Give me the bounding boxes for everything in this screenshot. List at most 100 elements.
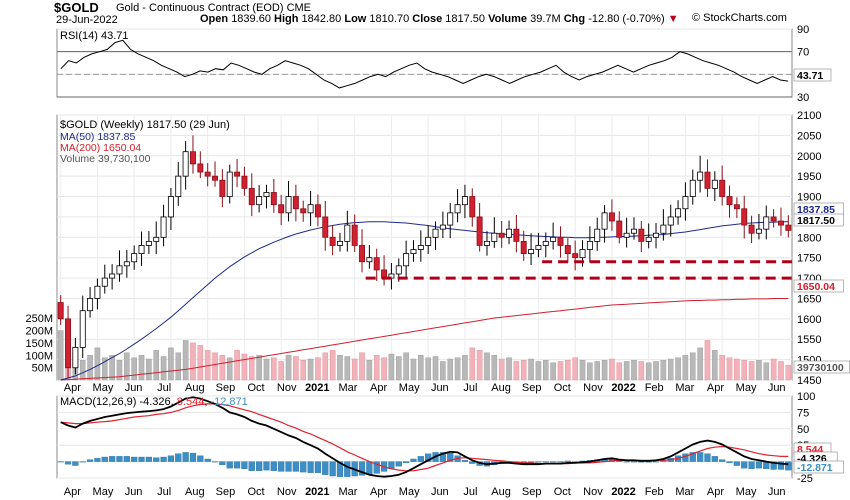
macd-histogram-bar xyxy=(167,455,175,462)
macd-histogram-bar xyxy=(307,461,314,473)
macd-tick-label: -25 xyxy=(797,473,813,485)
macd-histogram-bar xyxy=(123,456,130,462)
macd-histogram-bar xyxy=(542,461,549,463)
volume-bar xyxy=(631,360,637,381)
candle-body xyxy=(278,204,285,214)
macd-histogram-bar xyxy=(116,456,123,462)
volume-bar xyxy=(109,355,115,381)
volume-bar xyxy=(609,358,615,381)
high-value: 1842.80 xyxy=(301,13,342,25)
macd-histogram-bar xyxy=(86,459,94,462)
candle-body xyxy=(204,171,211,177)
macd-histogram-bar xyxy=(336,461,344,477)
volume-bar xyxy=(351,358,358,381)
ma200-last-label-box xyxy=(793,279,844,293)
candle-body xyxy=(234,171,241,177)
macd-histogram-bar xyxy=(550,461,557,463)
x-tick-label: Apr xyxy=(707,382,724,394)
price-tick-label: 1900 xyxy=(797,192,821,204)
price-panel xyxy=(56,114,793,381)
candle-body xyxy=(417,245,424,250)
ma50-legend: MA(50) 1837.85 xyxy=(60,131,135,143)
x-tick-label: Apr xyxy=(370,382,387,394)
volume-bar xyxy=(388,353,395,381)
candle-body xyxy=(770,216,777,222)
volume-bar xyxy=(396,356,402,381)
volume-bar xyxy=(219,355,226,381)
volume-bar xyxy=(271,357,277,381)
x-tick-label: Nov xyxy=(277,382,297,394)
price-tick-label: 1950 xyxy=(797,171,821,183)
candle-body xyxy=(190,151,196,165)
volume-tick-label: 200M xyxy=(25,326,53,338)
price-tick-label: 1750 xyxy=(797,253,821,265)
macd-tick-label: 100 xyxy=(797,391,815,403)
volume-bar xyxy=(116,360,123,381)
volume-bar xyxy=(300,360,306,381)
candle-body xyxy=(778,220,784,226)
macd-histogram-bar xyxy=(72,461,79,466)
candle-body xyxy=(733,204,740,210)
x-tick-label: Jun xyxy=(125,382,143,394)
volume-bar xyxy=(734,358,740,381)
candle-body xyxy=(726,196,733,206)
macd-histogram-bar xyxy=(248,461,255,471)
candle-body xyxy=(314,204,321,218)
volume-bar xyxy=(285,355,292,381)
macd-histogram-bar xyxy=(101,456,108,462)
candle-body xyxy=(153,236,160,242)
volume-bar xyxy=(337,355,343,381)
x-tick-label: Mar xyxy=(675,486,694,498)
volume-bar xyxy=(653,361,659,381)
macd-histogram-bar xyxy=(263,461,270,471)
x-tick-label: Mar xyxy=(675,382,694,394)
volume-tick-label: 250M xyxy=(25,313,53,325)
candle-body xyxy=(601,212,608,230)
volume-bar xyxy=(403,352,409,381)
macd-histogram-bar xyxy=(623,461,630,463)
candle-body xyxy=(329,236,336,246)
macd-histogram-bar xyxy=(292,461,299,472)
macd-histogram-bar xyxy=(145,456,152,462)
brand-link[interactable]: © StockCharts.com xyxy=(692,12,787,24)
candle-body xyxy=(653,232,659,238)
x-tick-label: Jul xyxy=(463,486,477,498)
macd-histogram-bar xyxy=(770,461,777,470)
quote-date: 29-Jun-2022 xyxy=(56,14,118,26)
open-label: Open xyxy=(200,13,229,25)
candle-body xyxy=(322,216,329,238)
volume-value: 39.7M xyxy=(530,13,561,25)
macd-histogram-bar xyxy=(461,460,469,462)
volume-bar xyxy=(557,361,564,381)
macd-histogram-bar xyxy=(741,461,748,469)
macd-histogram-bar xyxy=(711,456,718,462)
macd-histogram-bar xyxy=(358,461,366,476)
x-tick-label: Apr xyxy=(64,486,81,498)
volume-bar xyxy=(572,357,578,381)
volume-bar xyxy=(307,358,314,381)
macd-histogram-bar xyxy=(256,461,263,471)
candle-body xyxy=(586,240,593,250)
candle-body xyxy=(248,187,255,206)
macd-histogram-bar xyxy=(417,456,424,462)
high-label: High xyxy=(274,13,299,25)
x-tick-label: Nov xyxy=(583,486,603,498)
volume-bar xyxy=(160,356,167,381)
volume-bar xyxy=(146,358,152,381)
macd-histogram-bar xyxy=(138,456,145,462)
candle-body xyxy=(160,216,167,238)
x-tick-label: Aug xyxy=(185,486,205,498)
chg-label: Chg xyxy=(563,13,586,25)
rsi-line xyxy=(60,39,789,89)
macd-histogram-bar xyxy=(322,461,329,475)
macd-histogram-bar xyxy=(395,461,402,467)
macd-histogram-bar xyxy=(153,457,160,462)
x-tick-label: Jun xyxy=(431,382,449,394)
x-tick-label: May xyxy=(93,382,114,394)
candle-body xyxy=(675,208,682,218)
x-tick-label: Nov xyxy=(277,486,297,498)
candle-body xyxy=(123,261,130,267)
macd-histogram-bar xyxy=(564,460,571,462)
macd-line xyxy=(60,396,789,478)
candle-body xyxy=(506,228,512,238)
